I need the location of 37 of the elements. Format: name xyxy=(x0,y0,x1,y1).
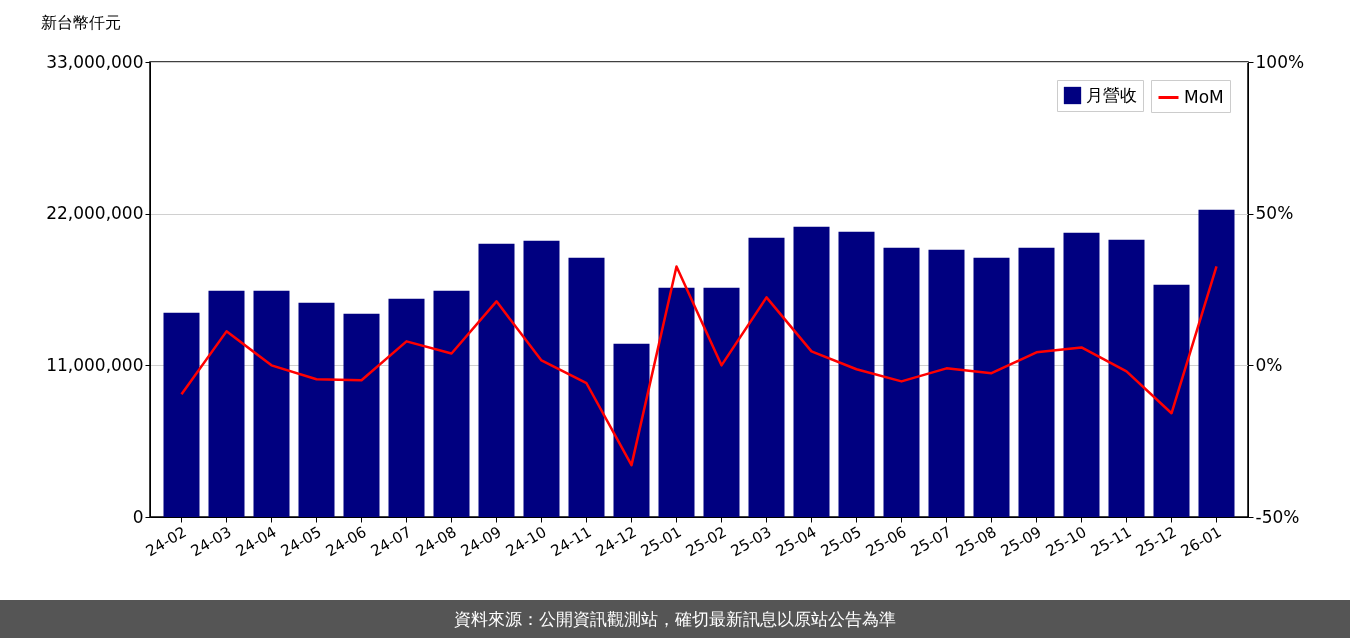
source-note: 資料來源：公開資訊觀測站，確切最新訊息以原站公告為準 xyxy=(0,600,1350,638)
bar xyxy=(658,287,695,517)
y-tick-label: 33,000,000 xyxy=(46,51,144,72)
legend-label: 月營收 xyxy=(1086,84,1137,105)
y2-tick-label: -50% xyxy=(1255,506,1300,527)
y-tick-label: 22,000,000 xyxy=(46,203,144,224)
bar xyxy=(208,290,245,517)
bar xyxy=(1018,247,1055,517)
legend-label: MoM xyxy=(1184,86,1224,107)
bar xyxy=(1063,232,1100,517)
bar xyxy=(433,290,470,517)
bar xyxy=(793,226,830,517)
bar xyxy=(1198,209,1235,517)
y-tick-label: 0 xyxy=(132,506,144,527)
bar xyxy=(388,298,425,517)
y-tick-label: 11,000,000 xyxy=(46,354,144,375)
bar xyxy=(478,243,515,517)
bar xyxy=(253,290,290,517)
bar xyxy=(748,237,785,517)
bar xyxy=(703,287,740,517)
bar xyxy=(613,343,650,517)
bar xyxy=(343,313,380,517)
bar xyxy=(298,302,335,517)
line-series xyxy=(180,265,1218,467)
bar xyxy=(883,247,920,517)
y2-tick-label: 100% xyxy=(1255,51,1305,72)
bar xyxy=(163,312,200,517)
y-axis-title: 新台幣仟元 xyxy=(40,12,121,32)
bar xyxy=(1153,284,1190,517)
bar xyxy=(523,240,560,517)
bar xyxy=(568,257,605,517)
bar xyxy=(838,231,875,517)
bar xyxy=(973,257,1010,517)
bar xyxy=(1108,239,1145,517)
y2-tick-label: 50% xyxy=(1255,203,1294,224)
bar xyxy=(928,249,965,517)
y2-tick-label: 0% xyxy=(1255,354,1283,375)
